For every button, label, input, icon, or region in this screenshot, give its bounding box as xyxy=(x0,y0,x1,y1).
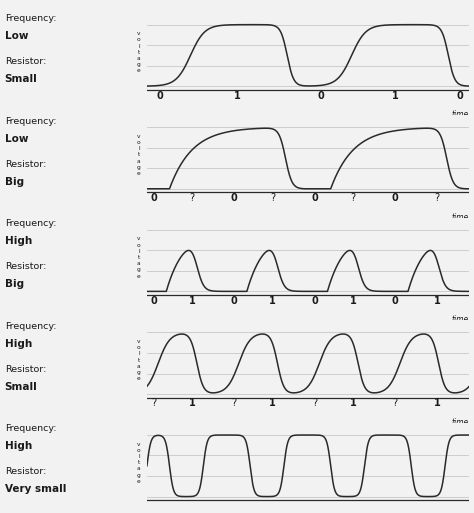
Text: Frequency:: Frequency: xyxy=(5,424,56,433)
Text: Small: Small xyxy=(5,382,37,392)
Text: Resistor:: Resistor: xyxy=(5,365,46,374)
Text: ?: ? xyxy=(351,193,356,203)
Text: 1: 1 xyxy=(434,295,440,306)
Text: ?: ? xyxy=(435,193,439,203)
Text: ?: ? xyxy=(312,398,317,408)
Text: 0: 0 xyxy=(150,193,157,203)
Text: 1: 1 xyxy=(234,90,241,101)
Text: High: High xyxy=(5,236,32,246)
Text: ?: ? xyxy=(392,398,398,408)
Text: 1: 1 xyxy=(434,398,440,408)
Text: 0: 0 xyxy=(311,295,318,306)
Text: time: time xyxy=(452,315,469,324)
Text: High: High xyxy=(5,441,32,451)
Text: 1: 1 xyxy=(189,295,195,306)
Text: 0: 0 xyxy=(150,295,157,306)
Text: Resistor:: Resistor: xyxy=(5,262,46,271)
Text: time: time xyxy=(452,418,469,427)
Text: ?: ? xyxy=(270,193,275,203)
Text: Low: Low xyxy=(5,31,28,41)
Text: Resistor:: Resistor: xyxy=(5,57,46,66)
Text: 1: 1 xyxy=(189,398,195,408)
Text: ?: ? xyxy=(190,193,195,203)
Text: v
o
l
t
a
g
e: v o l t a g e xyxy=(137,339,141,381)
Text: 0: 0 xyxy=(156,90,163,101)
Text: 1: 1 xyxy=(350,398,356,408)
Text: 1: 1 xyxy=(392,90,399,101)
Text: Frequency:: Frequency: xyxy=(5,116,56,126)
Text: Frequency:: Frequency: xyxy=(5,322,56,331)
Text: 0: 0 xyxy=(392,193,399,203)
Text: time: time xyxy=(452,110,469,119)
Text: ?: ? xyxy=(231,398,237,408)
Text: v
o
l
t
a
g
e: v o l t a g e xyxy=(137,442,141,484)
Text: High: High xyxy=(5,339,32,349)
Text: Very small: Very small xyxy=(5,484,66,495)
Text: 0: 0 xyxy=(311,193,318,203)
Text: v
o
l
t
a
g
e: v o l t a g e xyxy=(137,31,141,73)
Text: Resistor:: Resistor: xyxy=(5,467,46,477)
Text: 0: 0 xyxy=(318,90,324,101)
Text: Small: Small xyxy=(5,74,37,84)
Text: 1: 1 xyxy=(269,295,276,306)
Text: 0: 0 xyxy=(392,295,399,306)
Text: 0: 0 xyxy=(230,193,237,203)
Text: 0: 0 xyxy=(456,90,463,101)
Text: time: time xyxy=(452,212,469,222)
Text: 0: 0 xyxy=(230,295,237,306)
Text: v
o
l
t
a
g
e: v o l t a g e xyxy=(137,134,141,176)
Text: Resistor:: Resistor: xyxy=(5,160,46,169)
Text: Big: Big xyxy=(5,279,24,289)
Text: 1: 1 xyxy=(269,398,276,408)
Text: v
o
l
t
a
g
e: v o l t a g e xyxy=(137,236,141,279)
Text: Big: Big xyxy=(5,176,24,187)
Text: 1: 1 xyxy=(350,295,356,306)
Text: ?: ? xyxy=(151,398,156,408)
Text: Low: Low xyxy=(5,133,28,144)
Text: Frequency:: Frequency: xyxy=(5,14,56,23)
Text: Frequency:: Frequency: xyxy=(5,219,56,228)
